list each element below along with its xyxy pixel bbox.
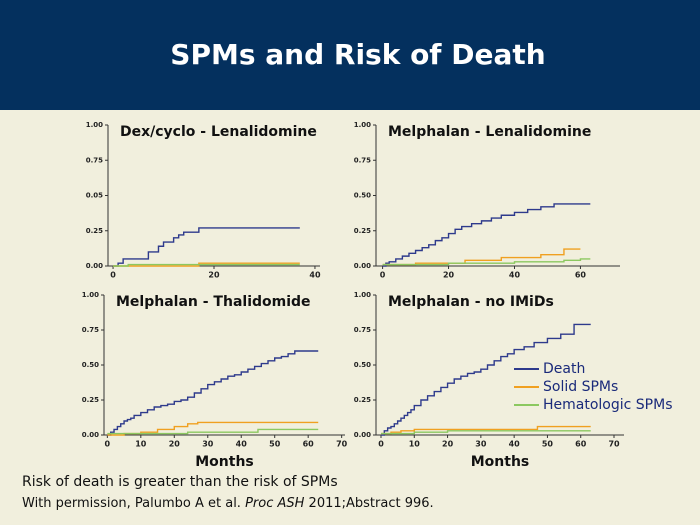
x-tick-label: 20 xyxy=(208,271,220,280)
y-tick-label: 0.25 xyxy=(86,227,103,235)
y-tick-label: 0.50 xyxy=(82,361,99,369)
step-line xyxy=(113,263,300,267)
y-tick-label: 0.50 xyxy=(354,361,371,369)
legend-label: Solid SPMs xyxy=(543,379,618,395)
y-tick-label: 1.00 xyxy=(82,291,99,299)
x-tick-label: 50 xyxy=(542,440,554,449)
x-tick-label: 0 xyxy=(380,271,386,280)
x-tick-label: 70 xyxy=(608,440,620,449)
slide-title: SPMs and Risk of Death xyxy=(170,38,545,71)
y-tick-label: 0.00 xyxy=(86,262,103,270)
x-tick-label: 40 xyxy=(509,440,521,449)
x-tick-label: 20 xyxy=(442,440,454,449)
step-line xyxy=(382,203,591,267)
x-tick-label: 20 xyxy=(169,440,181,449)
y-tick-label: 0.50 xyxy=(354,192,371,200)
step-line xyxy=(380,430,591,435)
x-axis-label: Months xyxy=(471,454,530,470)
legend-label: Death xyxy=(543,361,585,377)
step-line xyxy=(107,350,319,436)
y-tick-label: 0.75 xyxy=(86,156,103,164)
y-tick-label: 0.00 xyxy=(354,431,371,439)
chart-title: Melphalan - Thalidomide xyxy=(116,294,311,310)
chart-title: Dex/cyclo - Lenalidomine xyxy=(120,124,317,140)
x-tick-label: 70 xyxy=(336,440,348,449)
note: With permission, Palumbo A et al. Proc A… xyxy=(22,496,434,511)
x-tick-label: 40 xyxy=(236,440,248,449)
chart-title: Melphalan - no IMiDs xyxy=(388,294,554,310)
note-part: Proc ASH xyxy=(245,496,305,511)
y-tick-label: 0.00 xyxy=(82,431,99,439)
y-tick-label: 0.25 xyxy=(354,396,371,404)
x-tick-label: 10 xyxy=(409,440,421,449)
chart-title: Melphalan - Lenalidomine xyxy=(388,124,591,140)
y-tick-label: 0.25 xyxy=(82,396,99,404)
x-tick-label: 30 xyxy=(475,440,487,449)
x-tick-label: 60 xyxy=(303,440,315,449)
y-tick-label: 0.25 xyxy=(354,227,371,235)
step-line xyxy=(107,428,319,435)
step-line xyxy=(382,248,581,266)
y-tick-label: 0.05 xyxy=(86,192,103,200)
x-tick-label: 0 xyxy=(105,440,111,449)
x-axis-label: Months xyxy=(195,454,254,470)
y-tick-label: 0.75 xyxy=(354,326,371,334)
x-tick-label: 30 xyxy=(202,440,214,449)
x-tick-label: 20 xyxy=(443,271,455,280)
legend-label: Hematologic SPMs xyxy=(543,397,673,413)
x-tick-label: 0 xyxy=(378,440,384,449)
y-tick-label: 1.00 xyxy=(86,121,103,129)
note-part: With permission, Palumbo A et al. xyxy=(22,496,245,511)
y-tick-label: 0.00 xyxy=(354,262,371,270)
x-tick-label: 50 xyxy=(269,440,281,449)
x-tick-label: 60 xyxy=(575,440,587,449)
title-band xyxy=(0,0,700,110)
y-tick-label: 0.75 xyxy=(82,326,99,334)
x-tick-label: 0 xyxy=(110,271,116,280)
note: Risk of death is greater than the risk o… xyxy=(22,474,338,490)
y-tick-label: 0.75 xyxy=(354,156,371,164)
y-tick-label: 1.00 xyxy=(354,291,371,299)
step-line xyxy=(380,323,591,436)
x-tick-label: 10 xyxy=(135,440,147,449)
note-part: 2011;Abstract 996. xyxy=(304,496,433,511)
y-tick-label: 1.00 xyxy=(354,121,371,129)
x-tick-label: 40 xyxy=(509,271,521,280)
x-tick-label: 60 xyxy=(575,271,587,280)
step-line xyxy=(113,227,300,267)
step-line xyxy=(382,258,591,266)
x-tick-label: 40 xyxy=(309,271,321,280)
